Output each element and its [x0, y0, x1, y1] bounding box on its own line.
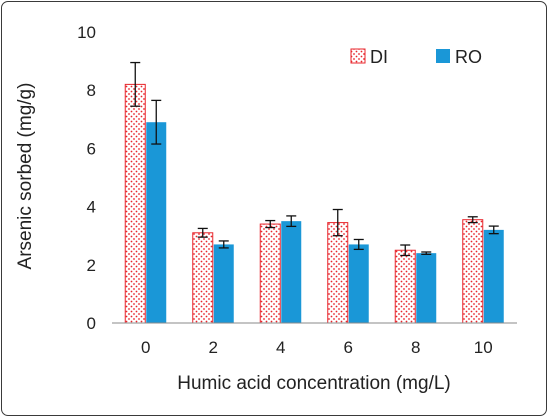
- legend-label-ro: RO: [455, 47, 482, 67]
- bars: [124, 83, 504, 324]
- error-bar-ro-10: [488, 225, 499, 235]
- x-tick-label: 8: [411, 338, 420, 357]
- x-tick-label: 6: [344, 338, 353, 357]
- error-bar-ro-4: [286, 215, 297, 228]
- y-tick-label: 6: [87, 139, 96, 158]
- x-tick-label: 10: [474, 338, 493, 357]
- error-bar-di-6: [332, 208, 343, 237]
- x-axis-ticks: 0 2 4 6 8 10: [141, 338, 493, 357]
- x-tick-label: 4: [276, 338, 285, 357]
- error-bar-ro-0: [151, 99, 162, 145]
- error-bar-ro-2: [218, 240, 229, 249]
- bar-ro-2: [213, 244, 234, 323]
- y-tick-label: 2: [87, 256, 96, 275]
- error-bar-di-2: [197, 227, 208, 238]
- error-bar-di-4: [265, 219, 276, 229]
- bar-di-4: [259, 223, 281, 324]
- bar-di-0: [124, 83, 146, 324]
- error-bar-ro-8: [421, 251, 432, 255]
- bar-ro-8: [416, 253, 437, 323]
- legend-label-di: DI: [370, 47, 388, 67]
- bar-di-10: [462, 219, 484, 324]
- bar-ro-0: [146, 122, 167, 324]
- error-bar-ro-6: [353, 238, 364, 251]
- bar-di-8: [394, 249, 416, 324]
- legend: DI RO: [350, 47, 482, 67]
- y-tick-label: 8: [87, 81, 96, 100]
- bar-di-6: [327, 222, 349, 324]
- error-bars: [130, 61, 499, 257]
- error-bar-di-8: [400, 244, 411, 257]
- bar-ro-6: [348, 244, 369, 323]
- y-tick-label: 0: [87, 314, 96, 333]
- legend-swatch-ro: [436, 49, 450, 63]
- y-tick-label: 10: [77, 23, 96, 42]
- error-bar-di-0: [130, 61, 141, 107]
- bar-ro-4: [281, 221, 302, 323]
- x-tick-label: 0: [141, 338, 150, 357]
- bar-ro-10: [483, 229, 504, 323]
- y-tick-label: 4: [87, 198, 96, 217]
- bar-di-2: [192, 232, 214, 324]
- y-axis-title: Arsenic sorbed (mg/g): [15, 83, 36, 270]
- legend-swatch-di: [350, 48, 366, 64]
- x-tick-label: 2: [209, 338, 218, 357]
- x-axis-title: Humic acid concentration (mg/L): [177, 373, 451, 394]
- error-bar-di-10: [467, 216, 478, 224]
- y-axis-ticks: 0 2 4 6 8 10: [77, 23, 96, 333]
